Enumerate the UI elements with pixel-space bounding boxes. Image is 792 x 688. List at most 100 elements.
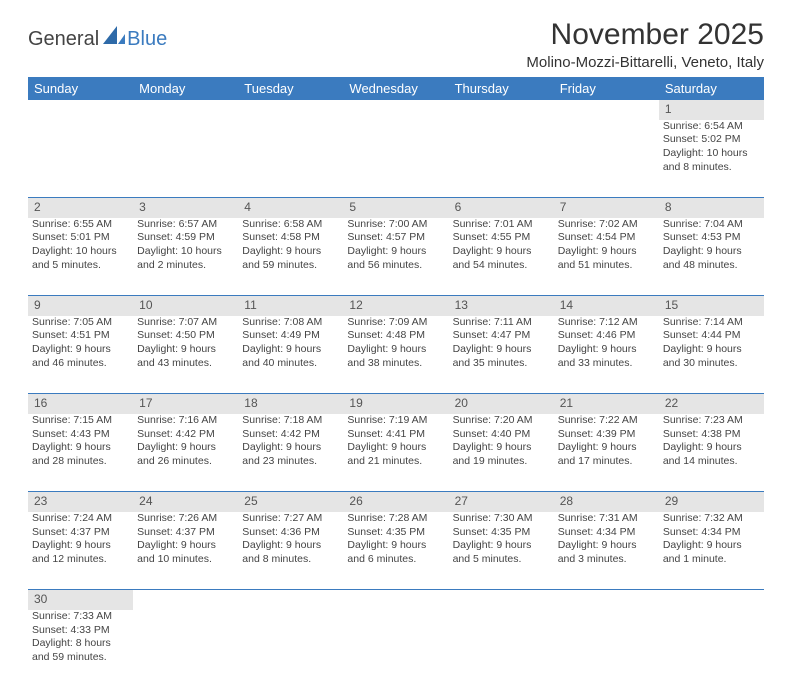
day-detail: Sunrise: 7:12 AMSunset: 4:46 PMDaylight:… (554, 316, 659, 394)
day-sunset: Sunset: 4:37 PM (32, 526, 129, 540)
day-detail: Sunrise: 7:19 AMSunset: 4:41 PMDaylight:… (343, 414, 448, 492)
day-sunrise: Sunrise: 7:00 AM (347, 218, 444, 232)
day-number (449, 100, 554, 120)
day-day1: Daylight: 9 hours (242, 245, 339, 259)
day-day2: and 46 minutes. (32, 357, 129, 371)
day-sunrise: Sunrise: 7:14 AM (663, 316, 760, 330)
day-sunset: Sunset: 4:47 PM (453, 329, 550, 343)
day-day1: Daylight: 9 hours (453, 245, 550, 259)
day-sunrise: Sunrise: 6:58 AM (242, 218, 339, 232)
day-detail: Sunrise: 7:02 AMSunset: 4:54 PMDaylight:… (554, 218, 659, 296)
day-number: 12 (343, 296, 448, 316)
day-day1: Daylight: 9 hours (558, 245, 655, 259)
day-sunset: Sunset: 4:37 PM (137, 526, 234, 540)
day-day1: Daylight: 9 hours (347, 539, 444, 553)
daynum-row: 2345678 (28, 198, 764, 218)
weekday-header: Sunday (28, 77, 133, 100)
day-sunset: Sunset: 4:40 PM (453, 428, 550, 442)
day-number: 30 (28, 590, 133, 610)
day-sunset: Sunset: 4:41 PM (347, 428, 444, 442)
day-number: 13 (449, 296, 554, 316)
weekday-header: Friday (554, 77, 659, 100)
day-day1: Daylight: 9 hours (558, 343, 655, 357)
day-detail: Sunrise: 7:27 AMSunset: 4:36 PMDaylight:… (238, 512, 343, 590)
day-day1: Daylight: 9 hours (137, 441, 234, 455)
day-number: 16 (28, 394, 133, 414)
detail-row: Sunrise: 7:24 AMSunset: 4:37 PMDaylight:… (28, 512, 764, 590)
day-sunset: Sunset: 4:36 PM (242, 526, 339, 540)
day-day1: Daylight: 8 hours (32, 637, 129, 651)
day-sunrise: Sunrise: 7:32 AM (663, 512, 760, 526)
day-sunrise: Sunrise: 7:11 AM (453, 316, 550, 330)
day-day1: Daylight: 9 hours (453, 441, 550, 455)
weekday-header-row: Sunday Monday Tuesday Wednesday Thursday… (28, 77, 764, 100)
day-sunrise: Sunrise: 7:22 AM (558, 414, 655, 428)
day-day1: Daylight: 9 hours (347, 441, 444, 455)
day-day1: Daylight: 9 hours (137, 343, 234, 357)
day-detail (28, 120, 133, 198)
day-day1: Daylight: 9 hours (558, 539, 655, 553)
day-day1: Daylight: 9 hours (663, 539, 760, 553)
day-number (238, 590, 343, 610)
day-number: 28 (554, 492, 659, 512)
day-detail: Sunrise: 7:00 AMSunset: 4:57 PMDaylight:… (343, 218, 448, 296)
day-day1: Daylight: 9 hours (242, 539, 339, 553)
day-number: 27 (449, 492, 554, 512)
detail-row: Sunrise: 6:54 AMSunset: 5:02 PMDaylight:… (28, 120, 764, 198)
day-number: 11 (238, 296, 343, 316)
day-sunrise: Sunrise: 7:31 AM (558, 512, 655, 526)
day-detail: Sunrise: 7:08 AMSunset: 4:49 PMDaylight:… (238, 316, 343, 394)
day-number (659, 590, 764, 610)
day-sunset: Sunset: 4:51 PM (32, 329, 129, 343)
calendar-table: Sunday Monday Tuesday Wednesday Thursday… (28, 77, 764, 688)
day-sunset: Sunset: 4:57 PM (347, 231, 444, 245)
day-number: 4 (238, 198, 343, 218)
day-day1: Daylight: 9 hours (347, 245, 444, 259)
day-sunset: Sunset: 4:48 PM (347, 329, 444, 343)
day-day1: Daylight: 9 hours (453, 343, 550, 357)
day-day2: and 51 minutes. (558, 259, 655, 273)
day-number (133, 590, 238, 610)
weekday-header: Thursday (449, 77, 554, 100)
day-number: 26 (343, 492, 448, 512)
logo-text-2: Blue (127, 29, 167, 49)
day-detail (659, 610, 764, 688)
day-number: 24 (133, 492, 238, 512)
day-detail: Sunrise: 7:24 AMSunset: 4:37 PMDaylight:… (28, 512, 133, 590)
day-detail (343, 120, 448, 198)
weekday-header: Saturday (659, 77, 764, 100)
day-detail (238, 610, 343, 688)
day-detail: Sunrise: 7:26 AMSunset: 4:37 PMDaylight:… (133, 512, 238, 590)
detail-row: Sunrise: 7:05 AMSunset: 4:51 PMDaylight:… (28, 316, 764, 394)
day-sunset: Sunset: 4:35 PM (347, 526, 444, 540)
day-sunrise: Sunrise: 7:20 AM (453, 414, 550, 428)
day-number: 10 (133, 296, 238, 316)
detail-row: Sunrise: 7:33 AMSunset: 4:33 PMDaylight:… (28, 610, 764, 688)
day-day1: Daylight: 9 hours (558, 441, 655, 455)
day-detail (133, 610, 238, 688)
day-number: 5 (343, 198, 448, 218)
day-day1: Daylight: 9 hours (453, 539, 550, 553)
day-sunset: Sunset: 4:46 PM (558, 329, 655, 343)
day-number (133, 100, 238, 120)
day-day1: Daylight: 9 hours (663, 441, 760, 455)
day-number (343, 590, 448, 610)
day-day1: Daylight: 9 hours (663, 343, 760, 357)
day-number: 21 (554, 394, 659, 414)
day-number: 6 (449, 198, 554, 218)
day-detail: Sunrise: 7:16 AMSunset: 4:42 PMDaylight:… (133, 414, 238, 492)
day-sunrise: Sunrise: 7:12 AM (558, 316, 655, 330)
day-day2: and 14 minutes. (663, 455, 760, 469)
day-sunrise: Sunrise: 7:08 AM (242, 316, 339, 330)
day-day2: and 8 minutes. (663, 161, 760, 175)
day-detail: Sunrise: 7:05 AMSunset: 4:51 PMDaylight:… (28, 316, 133, 394)
day-day2: and 5 minutes. (32, 259, 129, 273)
day-sunrise: Sunrise: 6:55 AM (32, 218, 129, 232)
day-number: 1 (659, 100, 764, 120)
day-number: 18 (238, 394, 343, 414)
day-detail: Sunrise: 7:30 AMSunset: 4:35 PMDaylight:… (449, 512, 554, 590)
day-day2: and 40 minutes. (242, 357, 339, 371)
day-detail: Sunrise: 7:09 AMSunset: 4:48 PMDaylight:… (343, 316, 448, 394)
logo: General Blue (28, 26, 167, 49)
day-sunrise: Sunrise: 7:18 AM (242, 414, 339, 428)
